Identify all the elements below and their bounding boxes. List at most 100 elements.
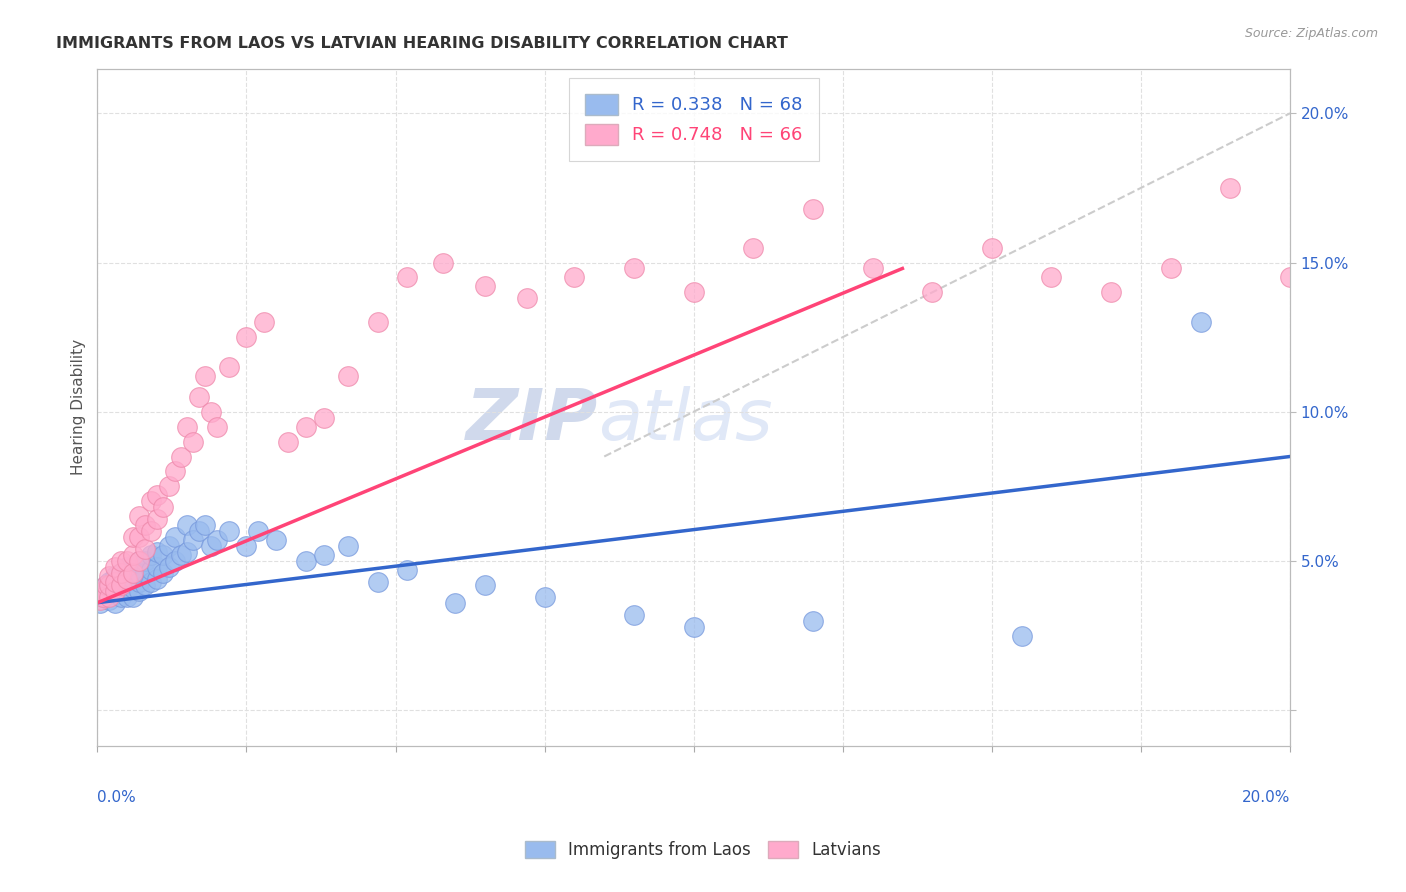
Point <box>110 566 132 580</box>
Point <box>801 202 824 216</box>
Point <box>104 569 127 583</box>
Point <box>91 590 114 604</box>
Point <box>134 554 156 568</box>
Point <box>367 574 389 589</box>
Point <box>187 524 209 538</box>
Point <box>516 291 538 305</box>
Point <box>176 419 198 434</box>
Point <box>163 465 186 479</box>
Text: 0.0%: 0.0% <box>97 790 136 805</box>
Point <box>115 560 138 574</box>
Point <box>181 533 204 547</box>
Point <box>128 554 150 568</box>
Point <box>396 563 419 577</box>
Point <box>134 578 156 592</box>
Point <box>205 533 228 547</box>
Point <box>139 494 162 508</box>
Point <box>146 560 169 574</box>
Point <box>623 607 645 622</box>
Point <box>194 518 217 533</box>
Point <box>264 533 287 547</box>
Point <box>235 539 257 553</box>
Point <box>205 419 228 434</box>
Point <box>104 578 127 592</box>
Point <box>444 596 467 610</box>
Text: Source: ZipAtlas.com: Source: ZipAtlas.com <box>1244 27 1378 40</box>
Point <box>157 539 180 553</box>
Point <box>200 405 222 419</box>
Point <box>139 574 162 589</box>
Point <box>96 578 118 592</box>
Point <box>134 566 156 580</box>
Point <box>170 450 193 464</box>
Point <box>122 548 145 562</box>
Point <box>474 578 496 592</box>
Point <box>98 592 121 607</box>
Point <box>336 368 359 383</box>
Point <box>128 509 150 524</box>
Point <box>742 241 765 255</box>
Point <box>682 619 704 633</box>
Point <box>98 590 121 604</box>
Point <box>104 583 127 598</box>
Point <box>128 574 150 589</box>
Legend: R = 0.338   N = 68, R = 0.748   N = 66: R = 0.338 N = 68, R = 0.748 N = 66 <box>569 78 818 161</box>
Point <box>110 566 132 580</box>
Point <box>104 596 127 610</box>
Point <box>110 583 132 598</box>
Point <box>110 578 132 592</box>
Point <box>139 524 162 538</box>
Point <box>128 530 150 544</box>
Point <box>862 261 884 276</box>
Point <box>187 390 209 404</box>
Point <box>146 545 169 559</box>
Point <box>1011 629 1033 643</box>
Point <box>235 330 257 344</box>
Point <box>1279 270 1302 285</box>
Point <box>200 539 222 553</box>
Point <box>122 566 145 580</box>
Point <box>104 583 127 598</box>
Point <box>104 574 127 589</box>
Point <box>98 578 121 592</box>
Text: IMMIGRANTS FROM LAOS VS LATVIAN HEARING DISABILITY CORRELATION CHART: IMMIGRANTS FROM LAOS VS LATVIAN HEARING … <box>56 36 789 51</box>
Point <box>157 479 180 493</box>
Point <box>115 572 138 586</box>
Point <box>295 554 318 568</box>
Point <box>98 569 121 583</box>
Point <box>122 530 145 544</box>
Point <box>474 279 496 293</box>
Point <box>152 566 174 580</box>
Point <box>163 554 186 568</box>
Point <box>163 530 186 544</box>
Point <box>1040 270 1063 285</box>
Point <box>247 524 270 538</box>
Point <box>152 548 174 562</box>
Point <box>170 548 193 562</box>
Point <box>96 578 118 592</box>
Point <box>139 548 162 562</box>
Point <box>152 500 174 515</box>
Point <box>181 434 204 449</box>
Point <box>128 583 150 598</box>
Point <box>312 410 335 425</box>
Point <box>122 590 145 604</box>
Point <box>146 512 169 526</box>
Point <box>218 359 240 374</box>
Point <box>1398 285 1406 300</box>
Point <box>115 581 138 595</box>
Point <box>110 554 132 568</box>
Point <box>110 590 132 604</box>
Point <box>194 368 217 383</box>
Point <box>682 285 704 300</box>
Point <box>336 539 359 553</box>
Point <box>98 581 121 595</box>
Point <box>146 572 169 586</box>
Point <box>91 583 114 598</box>
Point <box>91 583 114 598</box>
Text: ZIP: ZIP <box>465 386 599 455</box>
Point <box>312 548 335 562</box>
Point <box>122 581 145 595</box>
Point <box>533 590 555 604</box>
Point <box>146 488 169 502</box>
